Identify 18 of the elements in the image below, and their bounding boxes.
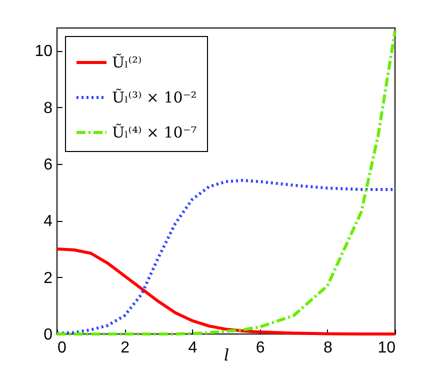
y-tick-label: 2 — [44, 270, 53, 287]
x-tick-label: 0 — [58, 340, 66, 356]
line-series — [56, 29, 396, 336]
y-tick-label: 4 — [44, 213, 53, 230]
y-tick-label: 10 — [34, 43, 53, 60]
y-tick-label: 6 — [44, 156, 53, 174]
y-tick-label: 8 — [44, 100, 53, 117]
x-tick-label: 4 — [188, 340, 198, 356]
x-tick-label: 2 — [120, 340, 130, 356]
legend-label: Ũₗ⁽³⁾ × 10⁻² — [112, 88, 197, 106]
legend-label: Ũₗ⁽²⁾ — [112, 54, 142, 72]
x-tick-label: 8 — [323, 340, 332, 356]
y-tick-label: 0 — [44, 326, 53, 344]
x-axis-title: l — [224, 346, 230, 364]
legend-label: Ũₗ⁽⁴⁾ × 10⁻⁷ — [112, 124, 197, 142]
line-series — [56, 248, 396, 336]
x-tick-label: 10 — [378, 340, 396, 356]
x-tick-label: 6 — [256, 340, 265, 356]
